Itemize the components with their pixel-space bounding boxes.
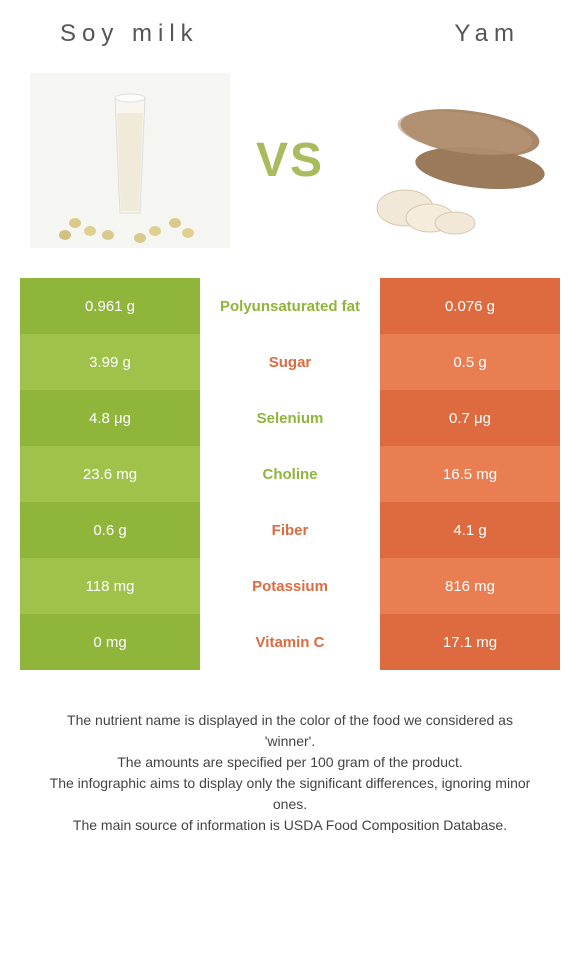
- nutrient-table: 0.961 gPolyunsaturated fat0.076 g3.99 gS…: [20, 278, 560, 670]
- footnote-line: The amounts are specified per 100 gram o…: [40, 752, 540, 773]
- nutrient-name: Potassium: [200, 558, 380, 614]
- footnotes: The nutrient name is displayed in the co…: [20, 670, 560, 836]
- table-row: 0.6 gFiber4.1 g: [20, 502, 560, 558]
- right-food-image: [350, 73, 550, 248]
- right-value: 4.1 g: [380, 502, 560, 558]
- images-row: VS: [20, 73, 560, 278]
- table-row: 23.6 mgCholine16.5 mg: [20, 446, 560, 502]
- table-row: 4.8 μgSelenium0.7 μg: [20, 390, 560, 446]
- left-value: 0.6 g: [20, 502, 200, 558]
- left-value: 118 mg: [20, 558, 200, 614]
- table-row: 0 mgVitamin C17.1 mg: [20, 614, 560, 670]
- footnote-line: The main source of information is USDA F…: [40, 815, 540, 836]
- footnote-line: The nutrient name is displayed in the co…: [40, 710, 540, 752]
- right-value: 0.7 μg: [380, 390, 560, 446]
- table-row: 118 mgPotassium816 mg: [20, 558, 560, 614]
- left-value: 3.99 g: [20, 334, 200, 390]
- table-row: 3.99 gSugar0.5 g: [20, 334, 560, 390]
- right-value: 16.5 mg: [380, 446, 560, 502]
- right-title: Yam: [454, 20, 520, 48]
- title-row: Soy milk Yam: [20, 20, 560, 73]
- nutrient-name: Selenium: [200, 390, 380, 446]
- left-food-image: [30, 73, 230, 248]
- table-row: 0.961 gPolyunsaturated fat0.076 g: [20, 278, 560, 334]
- left-value: 4.8 μg: [20, 390, 200, 446]
- nutrient-name: Fiber: [200, 502, 380, 558]
- left-value: 0 mg: [20, 614, 200, 670]
- left-value: 0.961 g: [20, 278, 200, 334]
- vs-label: VS: [256, 133, 324, 188]
- left-value: 23.6 mg: [20, 446, 200, 502]
- nutrient-name: Sugar: [200, 334, 380, 390]
- right-value: 17.1 mg: [380, 614, 560, 670]
- nutrient-name: Vitamin C: [200, 614, 380, 670]
- right-value: 0.5 g: [380, 334, 560, 390]
- right-value: 816 mg: [380, 558, 560, 614]
- right-value: 0.076 g: [380, 278, 560, 334]
- left-title: Soy milk: [60, 20, 199, 48]
- footnote-line: The infographic aims to display only the…: [40, 773, 540, 815]
- nutrient-name: Polyunsaturated fat: [200, 278, 380, 334]
- nutrient-name: Choline: [200, 446, 380, 502]
